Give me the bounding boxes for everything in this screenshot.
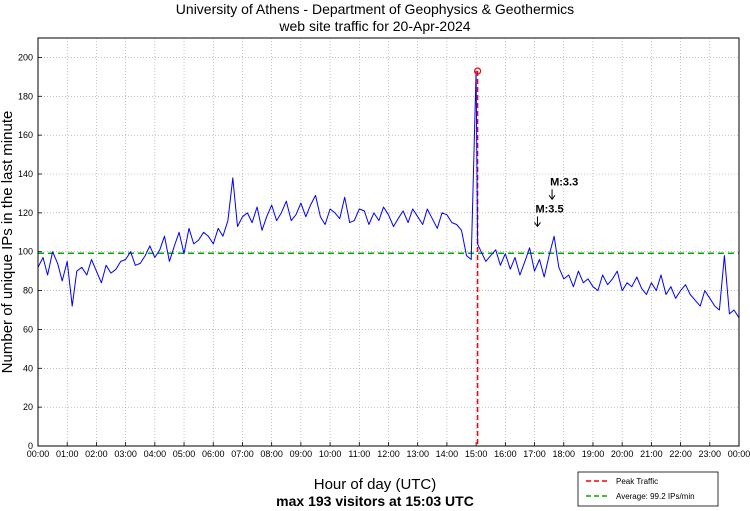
chart-subtitle: web site traffic for 20-Apr-2024 [278, 18, 470, 34]
y-tick-label: 40 [23, 363, 33, 373]
x-tick-label: 02:00 [85, 449, 108, 459]
annotation-label: M:3.3 [550, 176, 578, 188]
y-axis-label: Number of unique IPs in the last minute [0, 111, 16, 374]
x-tick-label: 08:00 [260, 449, 283, 459]
x-tick-label: 21:00 [640, 449, 663, 459]
x-tick-label: 22:00 [669, 449, 692, 459]
x-tick-label: 11:00 [348, 449, 370, 459]
y-tick-label: 60 [23, 324, 33, 334]
peak-marker [473, 67, 482, 75]
y-tick-labels: 0 20 40 60 80 100 120 140 160 180 200 [18, 52, 33, 451]
legend-label-peak: Peak Traffic [616, 477, 658, 486]
marker-group [473, 67, 482, 75]
y-tick-label: 180 [18, 91, 33, 101]
legend-label-average: Average: 99.2 IPs/min [616, 492, 695, 501]
legend-box [577, 471, 719, 507]
grid [37, 38, 740, 447]
legend: Peak Traffic Average: 99.2 IPs/min [577, 471, 719, 507]
x-tick-label: 09:00 [290, 449, 313, 459]
x-tick-label: 16:00 [494, 449, 517, 459]
y-tick-label: 100 [18, 247, 33, 257]
x-tick-label: 00:00 [27, 449, 50, 459]
plot-frame [37, 37, 740, 447]
x-tick-label: 07:00 [231, 449, 254, 459]
annotation-arrowhead [548, 194, 556, 201]
x-tick-label: 13:00 [406, 449, 429, 459]
x-tick-label: 18:00 [552, 449, 575, 459]
x-tick-label: 19:00 [582, 449, 605, 459]
annotation-label: M:3.5 [535, 203, 563, 215]
x-tick-label: 12:00 [377, 449, 400, 459]
y-tick-label: 160 [18, 130, 33, 140]
x-tick-label: 14:00 [436, 449, 459, 459]
reference-lines [38, 71, 739, 446]
y-tick-label: 140 [18, 169, 33, 179]
y-tick-label: 120 [18, 208, 33, 218]
annotation-arrowhead [534, 222, 541, 228]
visitors-series-line [37, 70, 740, 319]
x-tick-label: 03:00 [114, 449, 137, 459]
x-tick-labels: 00:00 01:00 02:00 03:00 04:00 05:00 06:00 07:00… [27, 449, 750, 459]
x-tick-label: 01:00 [56, 449, 79, 459]
x-tick-label: 17:00 [523, 449, 546, 459]
x-tick-label: 05:00 [173, 449, 196, 459]
y-tick-label: 200 [18, 52, 33, 62]
x-tick-label: 23:00 [699, 449, 722, 459]
y-tick-label: 0 [28, 441, 33, 451]
y-tick-label: 20 [23, 402, 33, 412]
x-axis-label: Hour of day (UTC) [314, 476, 437, 493]
x-tick-label: 20:00 [611, 449, 634, 459]
x-tick-label: 10:00 [319, 449, 342, 459]
x-axis-sublabel: max 193 visitors at 15:03 UTC [276, 493, 474, 509]
y-tick-label: 80 [23, 286, 33, 296]
chart-title: University of Athens - Department of Geo… [176, 1, 574, 17]
x-tick-label: 15:00 [465, 449, 488, 459]
series-group [37, 70, 740, 319]
x-tick-label: 04:00 [144, 449, 167, 459]
x-tick-label: 00:00 [728, 449, 750, 459]
annotations: M:3.5 M:3.3 [534, 176, 578, 228]
x-tick-label: 06:00 [202, 449, 225, 459]
